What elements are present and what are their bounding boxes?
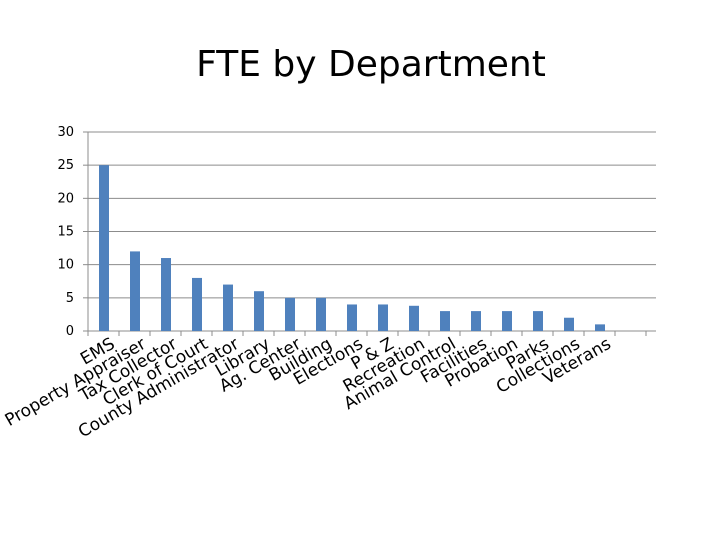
- bar-tax-collector: [161, 258, 171, 331]
- bar-probation: [502, 311, 512, 331]
- bar-library: [254, 291, 264, 331]
- bar-county-administrator: [223, 284, 233, 331]
- bar-clerk-of-court: [192, 277, 202, 331]
- y-tick-label: 10: [57, 258, 74, 273]
- y-tick-label: 5: [66, 291, 74, 306]
- chart-title: FTE by Department: [196, 44, 546, 85]
- bar-building: [316, 297, 326, 331]
- bar-parks: [533, 311, 543, 331]
- y-axis: 0 5 10 15 20 25 30: [57, 125, 647, 339]
- bar-property-appraiser: [130, 251, 140, 331]
- y-tick-label: 30: [57, 125, 74, 140]
- bars: [99, 165, 605, 331]
- bar-animal-control: [440, 311, 450, 331]
- y-tick-label: 0: [66, 324, 74, 339]
- y-tick-label: 25: [57, 158, 74, 173]
- bar-p-z: [378, 304, 388, 331]
- y-tick-label: 20: [57, 191, 74, 206]
- bar-elections: [347, 304, 357, 331]
- bar-recreation: [409, 305, 419, 331]
- bar-collections: [564, 317, 574, 331]
- y-tick-label: 15: [57, 225, 74, 240]
- bar-ag-center: [285, 297, 295, 331]
- bar-veterans: [595, 324, 605, 331]
- bar-facilities: [471, 311, 481, 331]
- bar-ems: [99, 165, 109, 331]
- gridlines: [88, 131, 656, 332]
